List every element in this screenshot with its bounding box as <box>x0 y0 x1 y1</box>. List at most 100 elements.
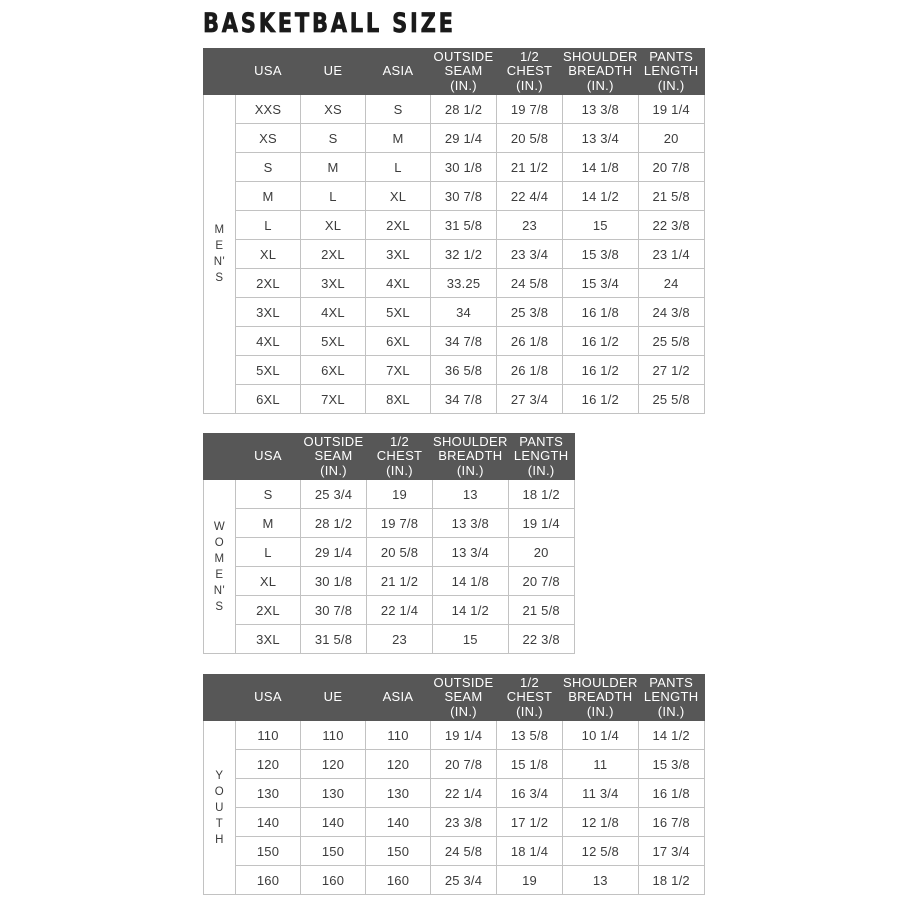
table-cell: 6XL <box>235 384 301 414</box>
table-cell: 34 7/8 <box>430 384 497 414</box>
table-cell: 25 3/8 <box>496 297 563 327</box>
header-line: BREADTH <box>438 448 503 464</box>
table-cell: 5XL <box>300 326 366 356</box>
column-header-asia: ASIA <box>365 48 431 95</box>
table-cell: 15 3/4 <box>562 268 639 298</box>
column-header-asia: ASIA <box>365 674 431 721</box>
table-cell: 28 1/2 <box>430 94 497 124</box>
table-cell: 13 <box>562 865 639 895</box>
table-cell: 14 1/8 <box>562 152 639 182</box>
table-cell: 2XL <box>300 239 366 269</box>
table-cell: 23 1/4 <box>637 239 705 269</box>
vertical-label-letter: S <box>215 272 224 284</box>
table-cell: 12 1/8 <box>562 807 639 837</box>
header-line: BREADTH <box>568 689 633 705</box>
column-header-ue: UE <box>300 674 366 721</box>
table-cell: 110 <box>365 720 431 750</box>
table-cell: 20 7/8 <box>637 152 705 182</box>
table-cell: 21 1/2 <box>496 152 563 182</box>
table-cell: 23 <box>366 624 433 654</box>
table-row: 2XL 3XL 4XL 33.25 24 5/8 15 3/4 24 <box>204 268 705 298</box>
header-line: 1/2 <box>520 674 539 690</box>
table-cell: 7XL <box>365 355 431 385</box>
table-row: 130 130 130 22 1/4 16 3/4 11 3/4 16 1/8 <box>204 778 705 808</box>
header-line: OUTSIDE <box>433 674 494 690</box>
header-unit: (IN.) <box>527 462 555 478</box>
womens-size-table: USA OUTSIDE SEAM (IN.) 1/2 CHEST (IN.) SHOULDER… <box>203 433 575 654</box>
column-header-outside-seam: OUTSIDE SEAM (IN.) <box>430 48 497 95</box>
header-line: PANTS <box>519 433 564 449</box>
table-cell: L <box>235 537 301 567</box>
table-cell: 150 <box>235 836 301 866</box>
table-cell: 130 <box>365 778 431 808</box>
table-cell: 6XL <box>365 326 431 356</box>
table-row: 6XL 7XL 8XL 34 7/8 27 3/4 16 1/2 25 5/8 <box>204 384 705 414</box>
table-cell: 20 5/8 <box>496 123 563 153</box>
table-cell: 22 1/4 <box>366 595 433 625</box>
table-header-row: USA UE ASIA OUTSIDE SEAM (IN.) 1/2 CHEST (IN.) SH… <box>203 674 705 721</box>
table-cell: 17 3/4 <box>637 836 705 866</box>
table-cell: M <box>235 181 301 211</box>
table-cell: XS <box>300 94 366 124</box>
table-row: Y O U T H 110 110 110 19 1/4 13 5/8 10 1/4 14 1/2 <box>203 720 705 895</box>
table-cell: 16 3/4 <box>496 778 563 808</box>
table-cell: 25 5/8 <box>637 384 705 414</box>
table-cell: 29 1/4 <box>430 123 497 153</box>
table-cell: 14 1/2 <box>432 595 509 625</box>
header-unit: (IN.) <box>450 77 477 93</box>
table-cell: 22 3/8 <box>507 624 575 654</box>
vertical-label-letter: M <box>214 224 225 236</box>
column-header-outside-seam: OUTSIDE SEAM (IN.) <box>430 674 497 721</box>
table-cell: 19 1/4 <box>430 720 497 750</box>
table-cell: 14 1/2 <box>562 181 639 211</box>
header-line: SEAM <box>314 448 353 464</box>
table-row: L 29 1/4 20 5/8 13 3/4 20 <box>204 537 575 567</box>
table-cell: 18 1/2 <box>637 865 705 895</box>
header-line: PANTS <box>649 48 694 64</box>
vertical-label-stack: W O M E N' S <box>204 519 235 615</box>
table-cell: 17 1/2 <box>496 807 563 837</box>
header-line: CHEST <box>376 448 423 464</box>
table-cell: 150 <box>365 836 431 866</box>
table-cell: 2XL <box>235 595 301 625</box>
table-cell: 15 <box>432 624 509 654</box>
table-cell: 24 3/8 <box>637 297 705 327</box>
header-unit: (IN.) <box>456 462 484 478</box>
mens-size-table: USA UE ASIA OUTSIDE SEAM (IN.) 1/2 CHEST (IN.) SH… <box>203 48 705 414</box>
table-row: 3XL 31 5/8 23 15 22 3/8 <box>204 624 575 654</box>
header-corner-cell <box>203 433 236 480</box>
vertical-label-letter: N' <box>213 584 226 597</box>
table-cell: 31 5/8 <box>430 210 497 240</box>
table-row: 150 150 150 24 5/8 18 1/4 12 5/8 17 3/4 <box>204 836 705 866</box>
table-cell: 25 5/8 <box>637 326 705 356</box>
table-cell: 30 1/8 <box>300 566 367 596</box>
table-cell: 4XL <box>235 326 301 356</box>
table-cell: 2XL <box>365 210 431 240</box>
table-cell: 7XL <box>300 384 366 414</box>
column-header-outside-seam: OUTSIDE SEAM (IN.) <box>300 433 367 480</box>
header-line: SHOULDER <box>433 433 508 449</box>
vertical-label-stack: M E N' S <box>204 222 235 286</box>
table-row: 160 160 160 25 3/4 19 13 18 1/2 <box>204 865 705 895</box>
column-header-1-2-chest: 1/2 CHEST (IN.) <box>496 674 563 721</box>
column-header-pants-length: PANTS LENGTH (IN.) <box>637 48 705 95</box>
table-cell: 30 7/8 <box>300 595 367 625</box>
header-line: OUTSIDE <box>303 433 364 449</box>
table-cell: M <box>365 123 431 153</box>
table-cell: 36 5/8 <box>430 355 497 385</box>
table-row: L XL 2XL 31 5/8 23 15 22 3/8 <box>204 210 705 240</box>
vertical-label-letter: Y <box>215 769 224 782</box>
table-cell: 20 <box>507 537 575 567</box>
table-cell: 16 1/2 <box>562 355 639 385</box>
table-cell: M <box>300 152 366 182</box>
table-cell: 19 7/8 <box>496 94 563 124</box>
table-cell: L <box>365 152 431 182</box>
header-unit: (IN.) <box>516 77 543 93</box>
column-header-shoulder-breadth: SHOULDER BREADTH (IN.) <box>562 48 639 95</box>
table-cell: 150 <box>300 836 366 866</box>
vertical-label-letter: E <box>215 568 224 581</box>
header-line: SHOULDER <box>563 674 638 690</box>
column-header-pants-length: PANTS LENGTH (IN.) <box>637 674 705 721</box>
table-cell: 16 1/8 <box>637 778 705 808</box>
